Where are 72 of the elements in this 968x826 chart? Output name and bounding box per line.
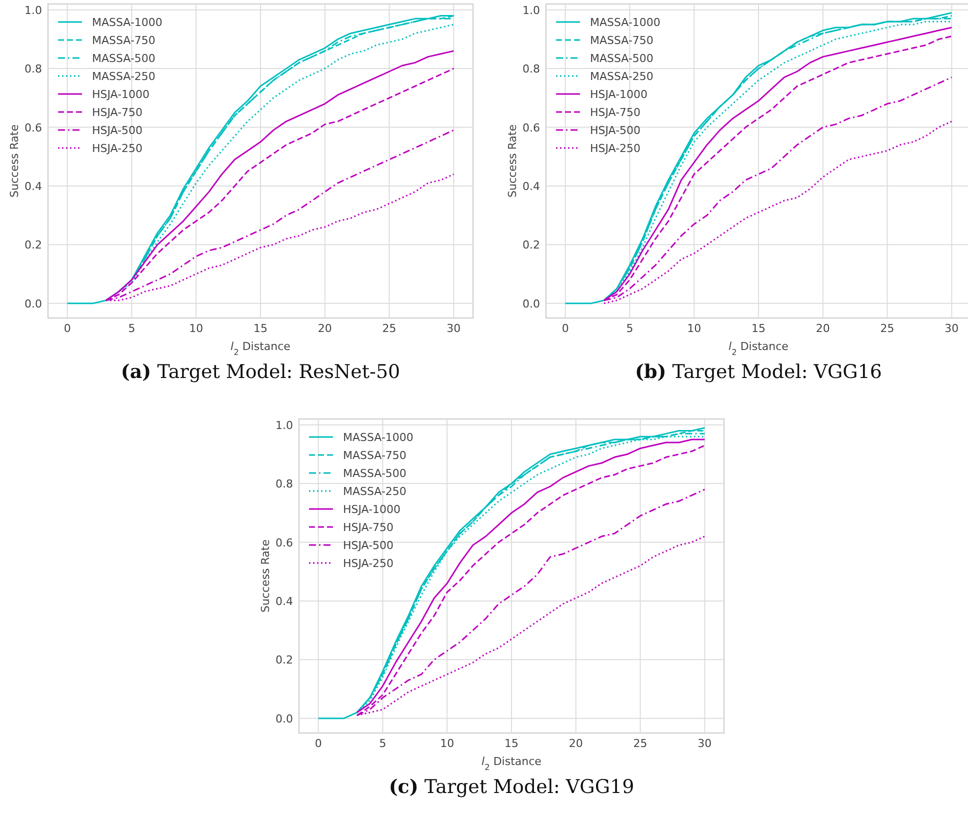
x-tick-label: 0 [64,322,71,335]
legend-label: MASSA-750 [590,34,654,47]
x-tick-label: 0 [562,322,569,335]
x-tick-label: 20 [568,737,583,750]
legend-label: MASSA-500 [343,467,406,480]
y-tick-label: 0.2 [276,654,293,667]
x-tick-label: 30 [698,737,712,750]
legend-label: HSJA-1000 [92,88,150,101]
y-tick-label: 0.4 [522,180,540,193]
legend-label: MASSA-1000 [92,16,162,29]
y-axis-title: Success Rate [259,539,272,612]
y-tick-label: 0.8 [522,62,540,76]
x-tick-label: 10 [440,737,454,750]
y-tick-label: 1.0 [24,4,42,17]
x-tick-label: 10 [189,322,204,335]
legend-label: HSJA-750 [590,106,641,119]
legend-label: MASSA-500 [590,52,654,65]
legend-label: MASSA-500 [92,52,156,65]
x-tick-label: 20 [318,322,332,335]
y-tick-label: 0.8 [276,478,293,491]
x-tick-label: 30 [446,322,461,335]
legend-label: MASSA-750 [92,34,156,47]
legend-label: MASSA-750 [343,449,406,462]
y-tick-label: 0.0 [24,297,42,310]
text: (c) Target Model: VGG19 [388,776,634,798]
x-tick-label: 15 [752,322,766,335]
x-tick-label: 25 [633,737,648,750]
legend-label: HSJA-500 [343,539,394,552]
y-tick-label: 0.0 [276,712,293,726]
y-axis-title: Success Rate [506,124,519,198]
x-tick-label: 25 [382,322,396,335]
legend-label: HSJA-500 [590,124,641,137]
legend-label: MASSA-1000 [343,431,414,444]
y-tick-label: 0.4 [24,180,42,193]
legend-label: HSJA-750 [343,521,394,534]
legend-label: MASSA-250 [343,485,406,498]
y-tick-label: 0.4 [276,594,293,608]
text: (b) Target Model: VGG16 [634,361,882,383]
x-axis-title: l$_{2}$ Distance [728,340,789,357]
x-tick-label: 15 [254,322,268,335]
x-tick-label: 10 [687,322,702,335]
y-tick-label: 0.6 [24,121,42,134]
x-tick-label: 15 [504,737,518,750]
text: (a) Target Model: ResNet-50 [120,361,400,383]
legend-label: HSJA-750 [92,106,143,119]
legend-label: HSJA-250 [92,142,143,155]
legend-label: HSJA-500 [92,124,143,137]
y-tick-label: 0.8 [24,62,42,76]
y-tick-label: 0.6 [522,121,540,134]
y-tick-label: 0.0 [522,297,540,310]
y-tick-label: 1.0 [522,4,540,17]
legend-label: MASSA-1000 [590,16,660,29]
y-tick-label: 0.2 [24,238,42,252]
x-axis-title: l$_{2}$ Distance [230,340,291,357]
y-tick-label: 0.6 [276,536,293,550]
x-tick-label: 30 [944,322,959,335]
x-tick-label: 25 [880,322,894,335]
y-tick-label: 0.2 [522,238,540,252]
x-tick-label: 20 [816,322,830,335]
x-axis-title: l$_{2}$ Distance [482,755,542,772]
x-tick-label: 5 [626,322,634,335]
legend-label: HSJA-1000 [343,503,401,516]
x-tick-label: 0 [314,737,322,750]
y-axis-title: Success Rate [8,124,21,198]
legend-label: MASSA-250 [590,70,654,83]
legend-label: HSJA-250 [590,142,641,155]
legend-label: MASSA-250 [92,70,156,83]
legend-label: HSJA-1000 [590,88,648,101]
y-tick-label: 1.0 [276,418,293,432]
x-tick-label: 5 [379,737,386,750]
legend-label: HSJA-250 [343,557,394,570]
x-tick-label: 5 [128,322,136,335]
